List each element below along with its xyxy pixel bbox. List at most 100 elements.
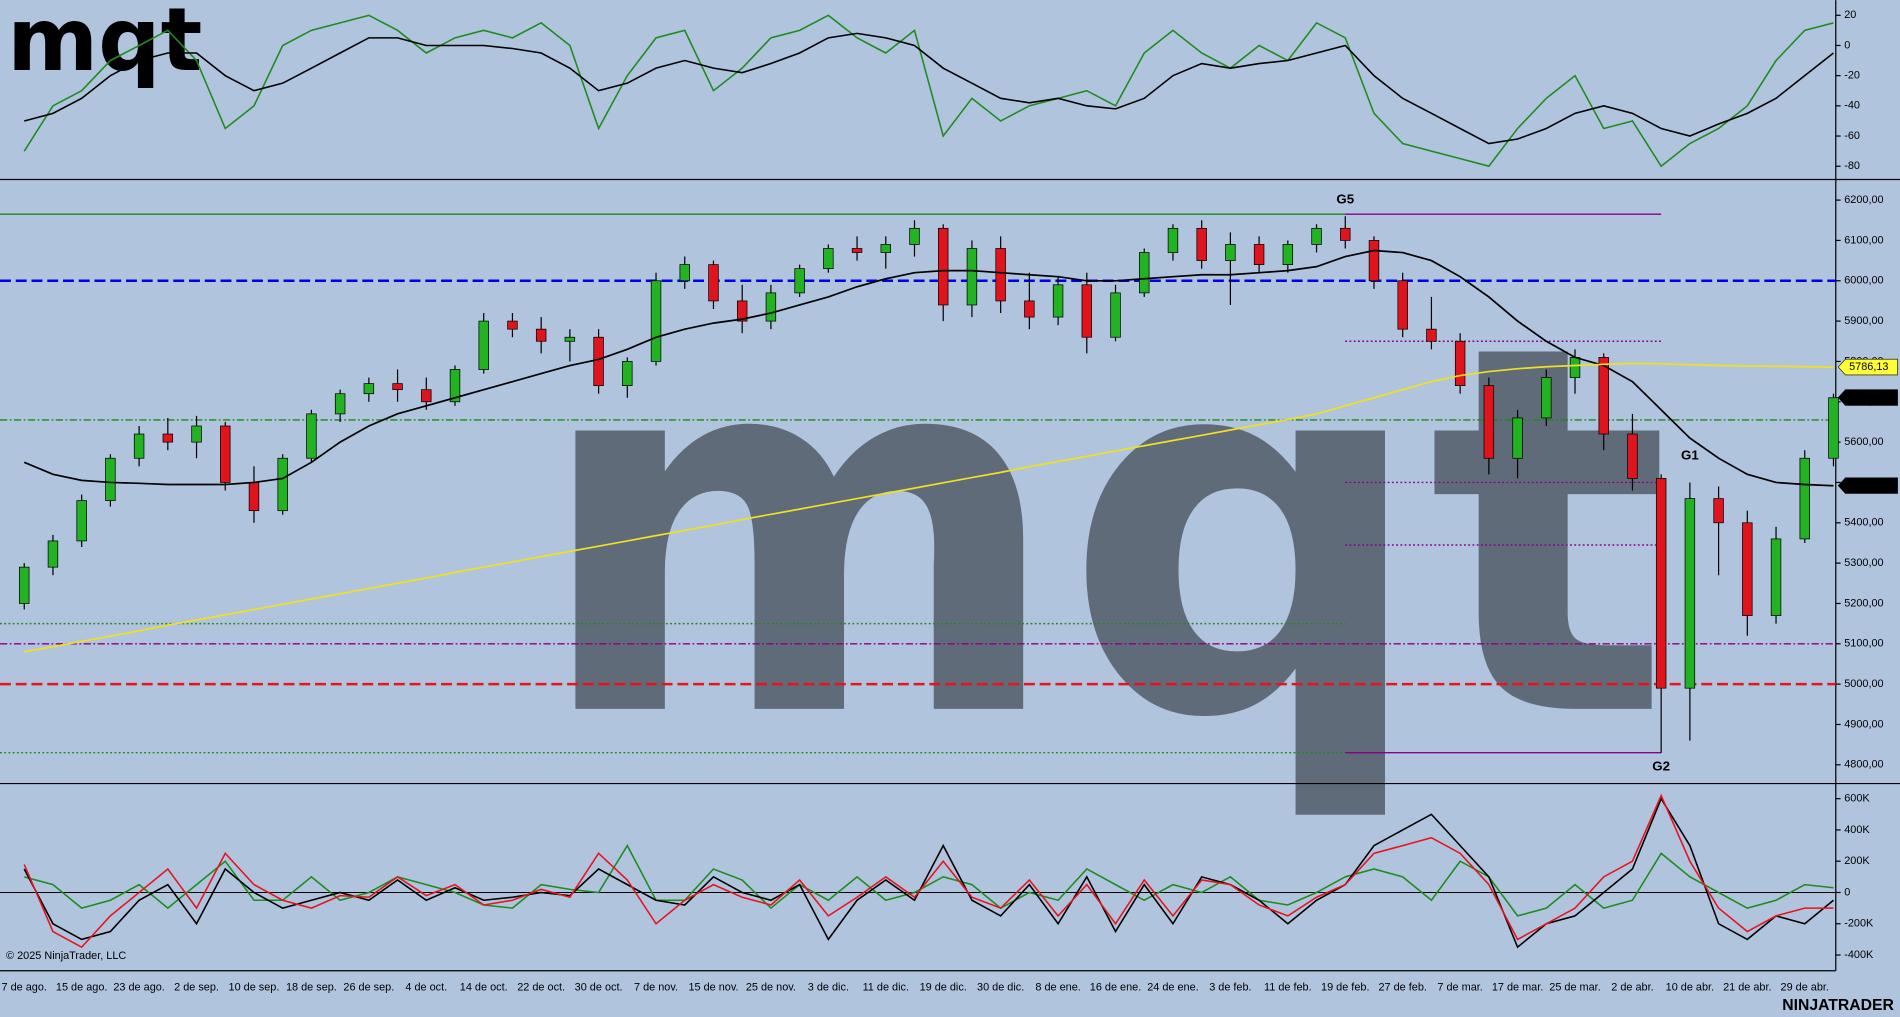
series-line (23, 793, 1834, 949)
x-tick-label: 8 de ene. (1035, 982, 1080, 994)
candle-body (162, 433, 174, 443)
candle-body (449, 369, 461, 403)
x-tick-label: 3 de feb. (1209, 982, 1251, 994)
y-tick-label: -40 (1844, 100, 1860, 112)
candle-body (1799, 457, 1810, 540)
candle-body (1627, 433, 1638, 479)
x-tick-label: 18 de sep. (286, 982, 337, 994)
candle-body (995, 248, 1006, 302)
y-tick-label: 4900,00 (1844, 718, 1883, 730)
candle-body (823, 248, 834, 270)
candle-body (19, 566, 30, 604)
y-tick-label: -200K (1844, 918, 1874, 930)
candle-body (191, 425, 202, 443)
candle-body (392, 383, 403, 391)
candle-body (794, 268, 805, 294)
series-line (24, 844, 1834, 917)
x-tick-label: 27 de feb. (1378, 982, 1426, 994)
x-tick-label: 21 de abr. (1723, 982, 1771, 994)
series-line (24, 32, 1834, 145)
y-tick-label: 5900,00 (1844, 315, 1883, 327)
price-flag (1837, 389, 1898, 406)
candle-body (909, 227, 920, 245)
candle-body (1569, 357, 1581, 378)
logo: mqt (7, 0, 202, 91)
x-tick-label: 10 de abr. (1666, 982, 1714, 994)
x-tick-label: 4 de oct. (405, 982, 447, 994)
candle-body (1225, 244, 1236, 261)
y-tick-label: -20 (1844, 70, 1860, 82)
x-tick-label: 29 de abr. (1781, 982, 1829, 994)
candle-body (133, 433, 145, 459)
price-flag-label: 5492,13 (1849, 479, 1888, 491)
brand: NINJATRADER (1782, 997, 1894, 1014)
candle-body (708, 264, 719, 302)
candle-body (1253, 244, 1265, 265)
candle-body (1024, 300, 1035, 318)
x-tick-label: 30 de oct. (575, 982, 623, 994)
candle-body (421, 389, 432, 403)
series-line (24, 362, 1834, 653)
y-tick-label: 600K (1844, 793, 1870, 805)
candle-body (564, 336, 576, 342)
y-tick-label: 0 (1844, 39, 1850, 51)
x-tick-label: 30 de dic. (977, 982, 1024, 994)
annotation: G2 (1652, 758, 1670, 773)
x-tick-label: 10 de sep. (229, 982, 280, 994)
candle-body (880, 244, 891, 253)
price-flag-label: 5786,13 (1849, 361, 1888, 373)
candle-body (966, 248, 978, 306)
x-tick-label: 14 de oct. (460, 982, 508, 994)
candle-body (1828, 397, 1839, 459)
candle-body (1541, 377, 1552, 419)
candle-body (1081, 284, 1093, 338)
x-tick-label: 15 de nov. (688, 982, 738, 994)
candle-body (277, 457, 288, 512)
y-tick-label: 5000,00 (1844, 678, 1883, 690)
candle-body (105, 457, 116, 501)
x-tick-label: 7 de nov. (634, 982, 678, 994)
x-tick-label: 25 de nov. (746, 982, 796, 994)
x-tick-label: 17 de mar. (1492, 982, 1543, 994)
x-tick-label: 15 de ago. (56, 982, 107, 994)
y-tick-label: 400K (1844, 824, 1870, 836)
candle-body (1426, 328, 1437, 342)
x-tick-label: 3 de dic. (808, 982, 849, 994)
candle-body (1311, 227, 1322, 245)
candle-body (248, 482, 260, 512)
price-flag (1837, 358, 1898, 376)
price-flag-label: 5710,50 (1849, 391, 1888, 403)
candle-body (1110, 292, 1121, 338)
candle-body (650, 280, 662, 362)
x-tick-label: 26 de sep. (343, 982, 394, 994)
candle-body (1368, 240, 1380, 282)
series-line (23, 14, 1834, 168)
y-tick-label: 4800,00 (1844, 759, 1883, 771)
candle-body (306, 413, 317, 459)
y-tick-label: 5200,00 (1844, 597, 1883, 609)
y-tick-label: 6200,00 (1844, 194, 1883, 206)
x-tick-label: 2 de sep. (174, 982, 219, 994)
series-line (23, 249, 1834, 487)
candle-body (593, 336, 604, 387)
y-tick-label: 6000,00 (1844, 275, 1883, 287)
y-tick-label: 5300,00 (1844, 557, 1883, 569)
candle-body (1052, 284, 1064, 318)
x-tick-label: 11 de dic. (863, 982, 909, 994)
watermark: mqt (533, 238, 1671, 830)
watermark-layer: mqt (533, 238, 1671, 830)
candle-body (1655, 478, 1667, 689)
candle-body (1340, 227, 1351, 241)
candle-body (1397, 280, 1408, 330)
candle-body (736, 300, 748, 322)
candle-body (1598, 357, 1609, 435)
candle-body (1770, 538, 1782, 616)
y-tick-label: 5600,00 (1844, 436, 1883, 448)
x-tick-label: 7 de mar. (1437, 982, 1482, 994)
y-tick-label: 20 (1844, 9, 1856, 21)
x-tick-label: 25 de mar. (1549, 982, 1600, 994)
x-tick-label: 16 de ene. (1090, 982, 1141, 994)
